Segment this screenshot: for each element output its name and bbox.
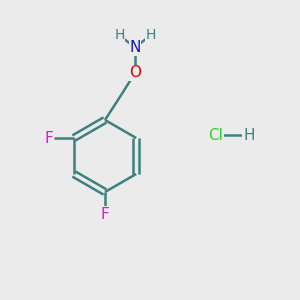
Text: H: H xyxy=(243,128,255,142)
Text: H: H xyxy=(243,128,255,142)
Text: H: H xyxy=(114,28,124,42)
Text: Cl: Cl xyxy=(208,128,224,142)
Text: F: F xyxy=(45,130,54,146)
Text: N: N xyxy=(129,40,141,55)
Text: H: H xyxy=(146,28,156,42)
Text: H: H xyxy=(146,28,156,42)
Text: O: O xyxy=(129,65,141,80)
Text: F: F xyxy=(45,130,54,146)
Text: F: F xyxy=(100,207,109,222)
Text: Cl: Cl xyxy=(208,128,224,142)
Text: F: F xyxy=(100,207,109,222)
Text: N: N xyxy=(129,40,141,55)
Text: O: O xyxy=(129,65,141,80)
Text: H: H xyxy=(114,28,124,42)
